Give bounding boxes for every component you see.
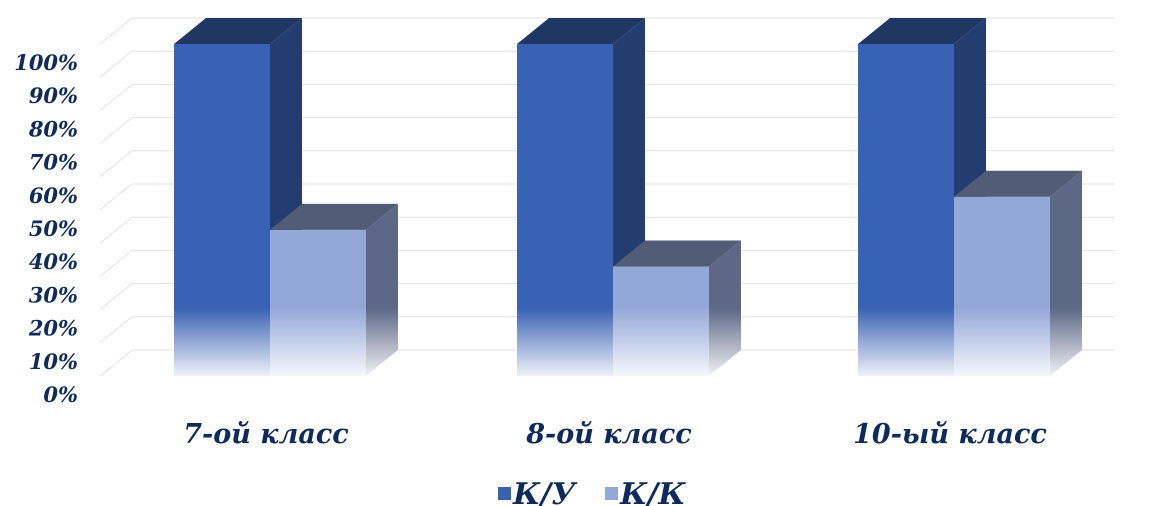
y-tick-label: 60% (29, 183, 78, 208)
y-tick-label: 10% (29, 349, 78, 374)
gridline (99, 17, 1115, 45)
y-axis: 0% 10% 20% 30% 40% 50% 60% 70% 80% 90% 100% (14, 50, 78, 407)
legend-label: К/К (619, 477, 686, 506)
y-tick-label: 40% (29, 249, 78, 274)
y-tick-label: 70% (29, 150, 78, 175)
gridline (99, 183, 1115, 211)
bar-top (954, 170, 1082, 197)
gridline (99, 316, 1115, 344)
category-label: 8-ой класс (525, 419, 691, 450)
y-tick-label: 30% (29, 282, 78, 307)
gridline (99, 150, 1115, 178)
gridline (99, 349, 1115, 377)
category-label: 7-ой класс (183, 419, 348, 450)
y-tick-label: 20% (28, 316, 78, 341)
x-axis: 7-ой класс 8-ой класс 10-ый класс (183, 419, 1047, 450)
gridline (99, 117, 1115, 144)
gridline (99, 50, 1115, 78)
bar-top (517, 18, 645, 44)
y-tick-label: 80% (28, 116, 78, 141)
bar-fade (858, 200, 1082, 380)
bar-fade-overlay (174, 200, 1082, 380)
y-tick-label: 100% (14, 50, 78, 75)
bar-top (858, 18, 986, 44)
y-tick-label: 0% (43, 382, 78, 407)
bar-top (174, 18, 302, 44)
legend-swatch (605, 487, 618, 500)
legend-swatch (498, 487, 511, 500)
legend-item: К/У (498, 477, 578, 506)
bar-fade (517, 200, 741, 380)
legend: К/У К/К (498, 477, 686, 506)
y-tick-label: 50% (29, 216, 78, 241)
gridline (99, 283, 1115, 310)
bar-fade (174, 200, 398, 380)
gridline (99, 83, 1115, 111)
legend-label: К/У (512, 477, 578, 506)
y-tick-label: 90% (29, 83, 78, 108)
gridline (99, 249, 1115, 277)
legend-item: К/К (605, 477, 686, 506)
gridlines (99, 17, 1115, 377)
gridline (99, 216, 1115, 244)
category-label: 10-ый класс (853, 419, 1047, 450)
